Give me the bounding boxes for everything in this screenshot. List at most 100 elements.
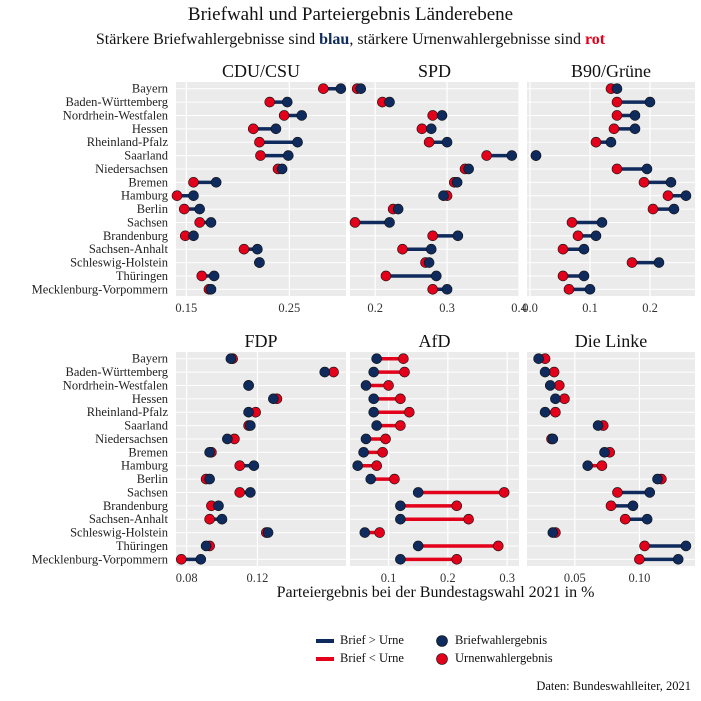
point-brief-die-linke-rheinland-pfalz <box>539 406 551 418</box>
point-brief-fdp-berlin <box>204 473 215 485</box>
point-urne-spd-sachsen <box>349 217 361 228</box>
point-urne-cdu-csu-hamburg <box>171 190 183 201</box>
point-brief-b90-grüne-hamburg <box>680 190 692 201</box>
point-urne-afd-schleswig-holstein <box>374 527 385 538</box>
point-brief-die-linke-sachsen <box>644 487 656 498</box>
panel-title-b90-grüne: B90/Grüne <box>571 61 651 81</box>
legend-line-blue-label: Brief > Urne <box>340 633 404 647</box>
point-urne-cdu-csu-sachsen-anhalt <box>238 243 250 255</box>
point-urne-afd-saarland <box>395 420 406 431</box>
point-brief-cdu-csu-hamburg <box>188 190 199 201</box>
state-label-schleswig-holstein-row1: Schleswig-Holstein <box>70 256 169 270</box>
point-brief-die-linke-mecklenburg-vorpommern <box>672 554 684 565</box>
state-label-nordrhein-westfalen-row1: Nordrhein-Westfalen <box>63 108 169 122</box>
point-urne-b90-grüne-sachsen <box>566 217 578 228</box>
point-brief-die-linke-nordrhein-westfalen <box>544 380 556 391</box>
state-label-baden-württemberg-row1: Baden-Württemberg <box>65 95 168 109</box>
point-urne-afd-mecklenburg-vorpommern <box>451 554 463 565</box>
point-brief-spd-niedersachsen <box>463 163 474 175</box>
point-urne-b90-grüne-mecklenburg-vorpommern <box>563 284 575 295</box>
point-brief-die-linke-schleswig-holstein <box>547 527 559 538</box>
state-label-mecklenburg-vorpommern-row1: Mecklenburg-Vorpommern <box>32 282 169 296</box>
point-urne-afd-thüringen <box>492 540 504 552</box>
point-urne-die-linke-hessen <box>559 393 570 405</box>
point-brief-b90-grüne-bremen <box>665 177 677 188</box>
x-tick-label-fdp-0: 0.08 <box>176 571 198 585</box>
panel-title-afd: AfD <box>419 331 451 351</box>
x-tick-label-b90-grüne-1: 0.1 <box>582 301 598 315</box>
point-brief-spd-schleswig-holstein <box>423 257 435 268</box>
point-urne-fdp-sachsen <box>234 487 246 498</box>
state-label-rheinland-pfalz-row1: Rheinland-Pfalz <box>87 135 169 149</box>
legend-point-blue-swatch <box>436 635 448 647</box>
point-brief-afd-bayern <box>371 353 382 364</box>
point-urne-cdu-csu-saarland <box>255 150 266 161</box>
point-urne-afd-sachsen <box>498 487 510 498</box>
state-label-bremen-row1: Bremen <box>128 175 168 189</box>
point-brief-die-linke-berlin <box>652 473 663 485</box>
x-tick-label-fdp-1: 0.12 <box>247 571 269 585</box>
point-brief-b90-grüne-schleswig-holstein <box>653 257 665 268</box>
point-urne-b90-grüne-berlin <box>647 203 659 215</box>
point-brief-b90-grüne-sachsen <box>596 217 608 228</box>
point-urne-afd-rheinland-pfalz <box>403 406 415 418</box>
x-tick-label-b90-grüne-2: 0.2 <box>642 301 658 315</box>
point-urne-cdu-csu-baden-württemberg <box>264 96 276 108</box>
point-urne-afd-niedersachsen <box>380 433 391 445</box>
x-tick-label-afd-0: 0.1 <box>381 571 397 585</box>
point-brief-cdu-csu-rheinland-pfalz <box>292 136 303 148</box>
subtitle-middle: , stärkere Urnenwahlergebnisse sind <box>349 31 585 48</box>
point-brief-fdp-sachsen <box>245 487 256 498</box>
panel-background-b90-grüne <box>527 82 695 296</box>
point-brief-b90-grüne-brandenburg <box>590 230 602 242</box>
point-urne-spd-saarland <box>481 150 492 161</box>
point-brief-afd-berlin <box>365 473 377 485</box>
state-label-niedersachsen-row1: Niedersachsen <box>95 162 169 176</box>
state-label-saarland-row1: Saarland <box>124 149 168 163</box>
x-tick-label-cdu-csu-0: 0.15 <box>175 301 197 315</box>
point-brief-afd-hamburg <box>352 460 364 471</box>
panel-background-fdp <box>176 352 346 566</box>
point-brief-fdp-niedersachsen <box>222 433 233 445</box>
point-urne-b90-grüne-thüringen <box>557 270 569 282</box>
point-urne-cdu-csu-berlin <box>178 203 190 215</box>
point-brief-spd-rheinland-pfalz <box>441 136 453 148</box>
point-brief-b90-grüne-sachsen-anhalt <box>578 243 590 255</box>
point-urne-cdu-csu-thüringen <box>196 270 208 282</box>
point-brief-cdu-csu-schleswig-holstein <box>254 257 265 268</box>
point-brief-spd-hessen <box>425 123 437 135</box>
point-urne-die-linke-sachsen <box>612 487 623 498</box>
point-brief-spd-sachsen <box>384 217 395 228</box>
state-label-mecklenburg-vorpommern-row2: Mecklenburg-Vorpommern <box>32 552 169 566</box>
point-urne-cdu-csu-rheinland-pfalz <box>254 136 265 148</box>
point-brief-fdp-sachsen-anhalt <box>216 513 228 525</box>
subtitle-red-word: rot <box>584 31 606 48</box>
x-tick-label-afd-2: 0.3 <box>499 571 515 585</box>
point-urne-afd-hamburg <box>371 460 382 471</box>
state-label-brandenburg-row1: Brandenburg <box>103 229 169 243</box>
legend-point-red-swatch <box>436 653 448 665</box>
point-urne-die-linke-nordrhein-westfalen <box>554 380 565 391</box>
point-brief-b90-grüne-nordrhein-westfalen <box>629 110 641 121</box>
point-urne-afd-sachsen-anhalt <box>463 513 474 525</box>
point-brief-afd-brandenburg <box>395 500 406 512</box>
point-urne-afd-brandenburg <box>451 500 463 512</box>
point-brief-fdp-bremen <box>204 447 215 458</box>
point-urne-fdp-sachsen-anhalt <box>204 513 215 525</box>
point-brief-die-linke-sachsen-anhalt <box>641 513 653 525</box>
point-brief-fdp-schleswig-holstein <box>262 527 274 538</box>
state-label-thüringen-row2: Thüringen <box>116 539 169 553</box>
point-urne-fdp-baden-württemberg <box>328 366 339 378</box>
point-brief-fdp-mecklenburg-vorpommern <box>195 554 207 565</box>
state-label-hessen-row2: Hessen <box>132 392 169 406</box>
point-brief-spd-sachsen-anhalt <box>425 243 437 255</box>
point-urne-spd-mecklenburg-vorpommern <box>427 284 439 295</box>
point-urne-spd-thüringen <box>380 270 392 282</box>
point-urne-b90-grüne-hessen <box>608 123 620 135</box>
subtitle-prefix: Stärkere Briefwahlergebnisse sind <box>95 31 320 48</box>
point-brief-die-linke-bayern <box>533 353 544 364</box>
point-brief-afd-saarland <box>371 420 382 431</box>
point-brief-die-linke-hessen <box>550 393 561 405</box>
point-urne-b90-grüne-brandenburg <box>572 230 584 242</box>
point-brief-afd-rheinland-pfalz <box>368 406 380 418</box>
